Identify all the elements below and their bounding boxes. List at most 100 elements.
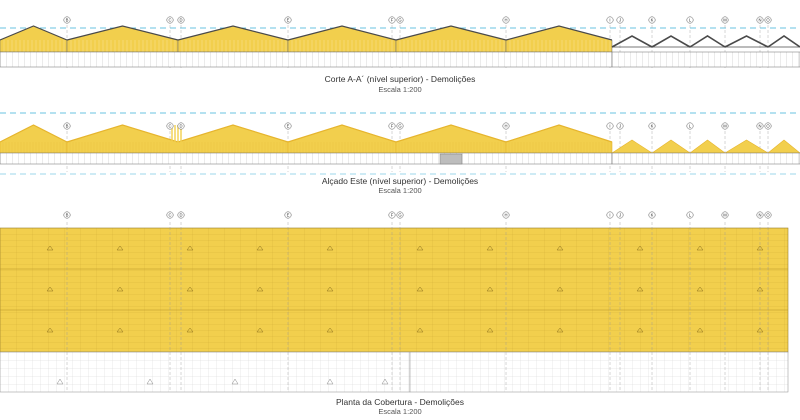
section-roof-bay: [0, 25, 68, 53]
axis-label: E: [287, 213, 290, 218]
elevation-title: Alçado Este (nível superior) - Demoliçõe…: [321, 176, 479, 186]
axis-label: J: [619, 213, 621, 218]
axis-label: B: [66, 213, 69, 218]
slope-arrow: [56, 378, 64, 385]
axis-label: F: [391, 18, 394, 23]
elevation-low-roof: [689, 139, 726, 154]
axis-label: I: [609, 124, 610, 129]
elevation-low-roof: [651, 139, 691, 154]
slope-arrow: [696, 327, 704, 333]
slope-arrow: [756, 327, 764, 333]
axis-bubble-o: O: [764, 122, 772, 130]
roof-existing-area-right: [409, 351, 789, 393]
section-lower-facade: [0, 51, 613, 68]
slope-arrow: [46, 327, 54, 333]
slope-arrow: [46, 286, 54, 292]
section-steel-truss: [724, 35, 769, 48]
plan-axis-lines: [66, 222, 769, 392]
axis-label: D: [179, 18, 182, 23]
axis-bubble-l: L: [686, 122, 694, 130]
axis-label: L: [689, 124, 692, 129]
section-roof-bay: [287, 25, 397, 53]
slope-arrow: [636, 327, 644, 333]
roof-existing-area-left: [0, 351, 411, 393]
roof-truss: [287, 25, 397, 41]
slope-arrow: [486, 245, 494, 251]
axis-label: N: [758, 18, 761, 23]
axis-label: H: [504, 213, 507, 218]
slope-arrow: [116, 245, 124, 251]
elevation-roof-edge: [395, 124, 507, 143]
slope-arrow: [696, 245, 704, 251]
roof-demolition-area: [0, 227, 789, 353]
axis-bubble-b: B: [63, 122, 71, 130]
axis-label: L: [689, 18, 692, 23]
axis-label: B: [66, 18, 69, 23]
axis-label: D: [179, 124, 182, 129]
axis-bubble-k: K: [648, 122, 656, 130]
axis-bubble-h: H: [502, 122, 510, 130]
slope-arrow: [186, 245, 194, 251]
axis-bubble-j: J: [616, 211, 624, 219]
elevation-low-roof: [723, 139, 770, 154]
elevation-roof-edge: [505, 124, 613, 143]
axis-bubble-f: F: [388, 122, 396, 130]
axis-label: G: [398, 213, 401, 218]
slope-arrow: [696, 286, 704, 292]
axis-bubble-h: H: [502, 16, 510, 24]
axis-bubble-c: C: [166, 122, 174, 130]
axis-label: O: [766, 124, 770, 129]
axis-label: O: [766, 213, 770, 218]
slope-arrow: [556, 286, 564, 292]
axis-label: K: [651, 213, 654, 218]
axis-bubble-m: M: [721, 16, 729, 24]
section-steel-truss: [651, 35, 691, 48]
axis-label: F: [391, 213, 394, 218]
axis-label: G: [398, 18, 401, 23]
section-roof-bay: [66, 25, 179, 53]
roof-plan-title: Planta da Cobertura - Demolições: [335, 397, 465, 407]
section-steel-truss: [689, 35, 726, 48]
roof-truss: [0, 25, 68, 41]
roof-truss: [66, 25, 179, 41]
roof-truss: [177, 25, 289, 41]
elevation-roof-edge: [0, 124, 68, 143]
slope-arrow: [636, 286, 644, 292]
section-steel-truss: [767, 35, 800, 48]
elevation-roof-edge: [66, 124, 179, 143]
axis-bubble-l: L: [686, 16, 694, 24]
section-lower-facade-right: [611, 51, 800, 68]
slope-arrow: [116, 327, 124, 333]
axis-bubble-m: M: [721, 211, 729, 219]
slope-arrow: [556, 327, 564, 333]
axis-label: B: [66, 124, 69, 129]
axis-bubble-f: F: [388, 16, 396, 24]
elevation-roof-bays: [0, 124, 800, 164]
slope-arrow: [416, 286, 424, 292]
slope-arrow: [326, 327, 334, 333]
axis-label: C: [168, 18, 171, 23]
slope-arrow: [486, 327, 494, 333]
axis-bubble-b: B: [63, 16, 71, 24]
axis-bubble-h: H: [502, 211, 510, 219]
elevation-roof-bay: [66, 124, 179, 154]
slope-arrow: [556, 245, 564, 251]
elevation-roof-bay: [395, 124, 507, 154]
slope-arrow: [46, 245, 54, 251]
axis-bubble-j: J: [616, 122, 624, 130]
axis-bubble-c: C: [166, 211, 174, 219]
axis-bubble-c: C: [166, 16, 174, 24]
elevation-scale: Escala 1:200: [378, 186, 422, 195]
axis-bubble-i: I: [606, 16, 614, 24]
slope-arrow: [416, 245, 424, 251]
axis-label: C: [168, 213, 171, 218]
axis-label: N: [758, 124, 761, 129]
elevation-roof-edge: [287, 124, 397, 143]
slope-arrow: [116, 286, 124, 292]
elevation-door: [439, 153, 463, 165]
axis-bubble-k: K: [648, 16, 656, 24]
section-roof-bay: [177, 25, 289, 53]
